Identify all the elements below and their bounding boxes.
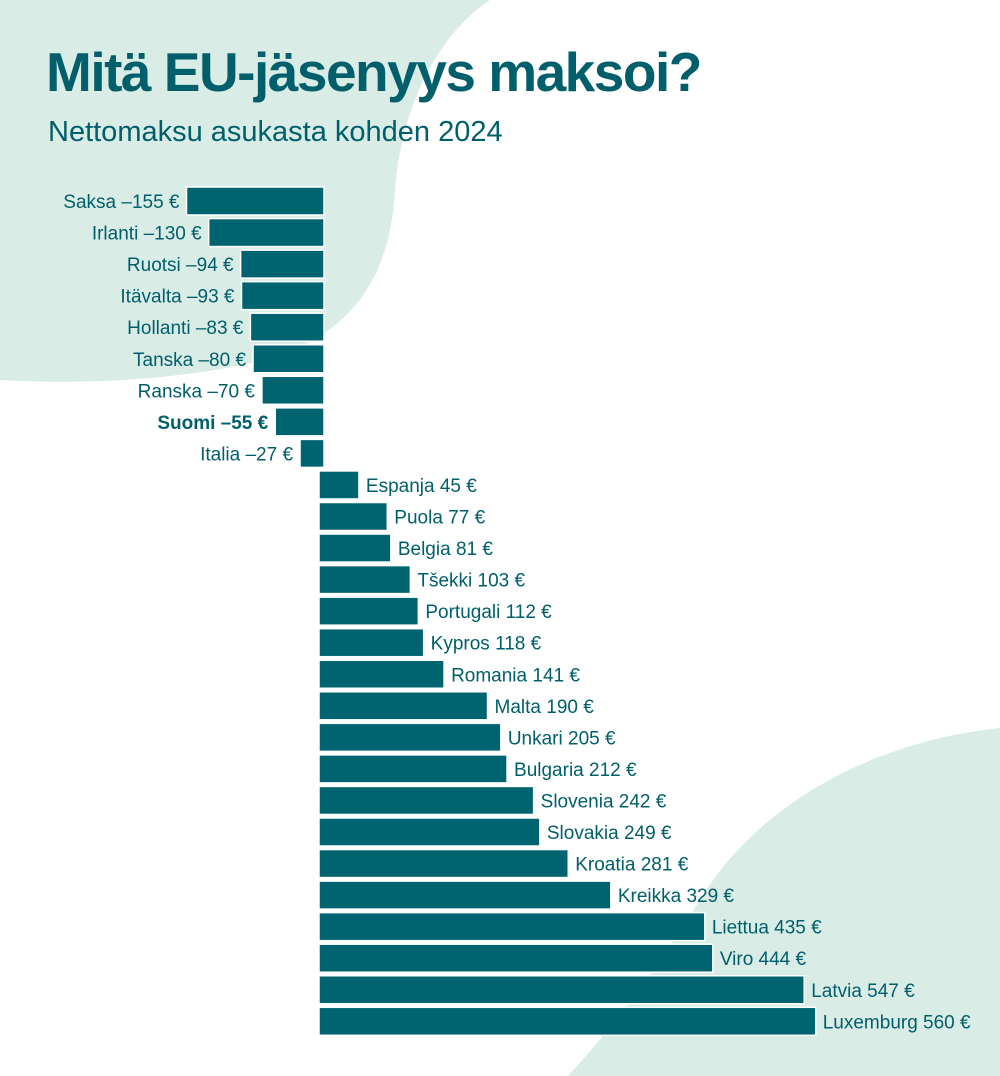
bar-label: Ruotsi –94 €: [127, 255, 234, 276]
bar-suomi: [274, 407, 325, 437]
bar-label: Italia –27 €: [200, 444, 293, 465]
bar-portugali: [318, 596, 420, 626]
bar-label: Tšekki 103 €: [417, 571, 525, 592]
bar-kroatia: [318, 848, 569, 879]
bar-irlanti: [207, 217, 325, 248]
bar-luxemburg: [318, 1006, 817, 1037]
bar-hollanti: [249, 312, 325, 342]
bar-slovenia: [318, 785, 535, 816]
bar-label: Liettua 435 €: [712, 918, 822, 939]
bar-belgia: [318, 533, 392, 563]
bar-kreikka: [318, 880, 612, 910]
bar-romania: [318, 659, 445, 689]
chart-subtitle: Nettomaksu asukasta kohden 2024: [48, 116, 503, 148]
bar-viro: [318, 943, 714, 973]
bar-label: Latvia 547 €: [811, 981, 915, 1002]
bar-label: Ranska –70 €: [138, 381, 256, 402]
bar-kypros: [318, 627, 425, 658]
bar-label: Slovakia 249 €: [547, 823, 672, 844]
bar-label: Malta 190 €: [495, 697, 595, 718]
bar-ranska: [261, 375, 325, 406]
bar-unkari: [318, 722, 502, 753]
bar-latvia: [318, 975, 805, 1005]
bar-slovakia: [318, 817, 541, 847]
bar-label: Bulgaria 212 €: [514, 760, 637, 781]
bar-label: Espanja 45 €: [366, 476, 477, 497]
bar-label: Tanska –80 €: [133, 350, 246, 371]
bar-label: Irlanti –130 €: [92, 224, 202, 245]
bar-label: Romania 141 €: [451, 665, 580, 686]
bar-label: Suomi –55 €: [157, 413, 268, 434]
bar-tanska: [252, 344, 325, 374]
bar-puola: [318, 501, 389, 532]
bar-label: Saksa –155 €: [63, 192, 180, 213]
bar-tšekki: [318, 564, 412, 595]
bar-liettua: [318, 911, 706, 942]
bar-label: Luxemburg 560 €: [823, 1012, 971, 1033]
bar-label: Kypros 118 €: [431, 634, 542, 655]
chart-title: Mitä EU-jäsenyys maksoi?: [46, 41, 702, 103]
bar-bulgaria: [318, 754, 508, 784]
bar-label: Slovenia 242 €: [541, 791, 667, 812]
bar-ruotsi: [239, 249, 325, 279]
bar-italia: [299, 438, 325, 469]
bar-label: Viro 444 €: [720, 949, 807, 970]
bar-label: Puola 77 €: [394, 508, 485, 529]
bar-saksa: [185, 186, 325, 216]
bar-malta: [318, 691, 489, 721]
bar-itävalta: [240, 280, 325, 311]
bar-label: Itävalta –93 €: [120, 287, 235, 308]
bar-espanja: [318, 470, 360, 500]
bar-label: Kreikka 329 €: [618, 886, 735, 907]
bar-label: Kroatia 281 €: [575, 855, 688, 876]
bar-label: Unkari 205 €: [508, 728, 616, 749]
bar-label: Hollanti –83 €: [127, 318, 244, 339]
bar-label: Belgia 81 €: [398, 539, 494, 560]
bar-label: Portugali 112 €: [425, 602, 552, 623]
